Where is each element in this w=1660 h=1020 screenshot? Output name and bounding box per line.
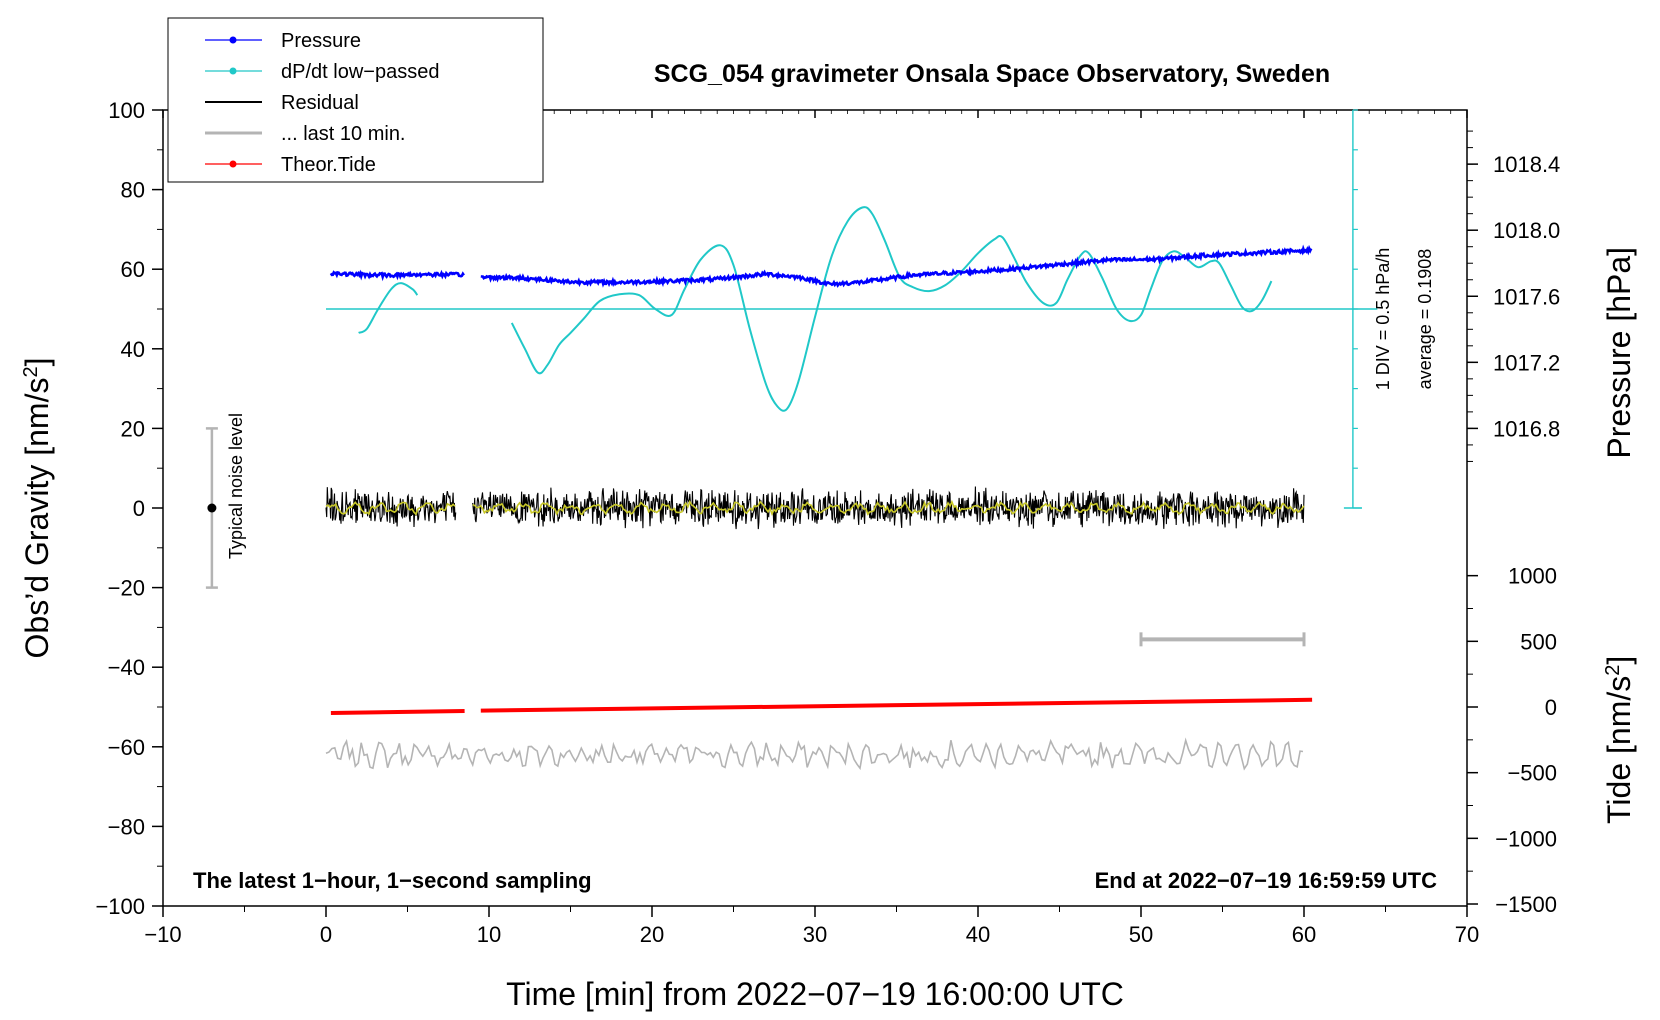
y-tick-label: 60 — [121, 257, 145, 282]
axes-layer: −10 0 10 20 30 40 50 60 70−100−80−60−40−20020406… — [95, 98, 1560, 947]
y-tick-label: −100 — [95, 894, 145, 919]
chart-title: SCG_054 gravimeter Onsala Space Observat… — [654, 60, 1330, 88]
x-tick-label: 50 — [1129, 922, 1153, 947]
y-tick-label: 80 — [121, 178, 145, 203]
tide-line — [480, 697, 1313, 713]
tide-line — [330, 709, 465, 715]
legend-item: dP/dt low−passed — [205, 61, 439, 83]
dpdt-scale-label: 1 DIV = 0.5 hPa/h — [1373, 248, 1393, 391]
pressure-line — [329, 269, 465, 282]
x-tick-label: 30 — [803, 922, 827, 947]
x-tick-label: 20 — [640, 922, 664, 947]
y-tick-label: −80 — [108, 814, 145, 839]
legend-item: ... last 10 min. — [205, 123, 406, 145]
y-axis-label-close: ] — [19, 358, 55, 367]
residual-smoothed-line — [472, 499, 1305, 517]
tide-tick-label: 1000 — [1508, 564, 1557, 589]
pressure-tick-label: 1017.6 — [1493, 284, 1560, 309]
pressure-axis-label: Pressure [hPa] — [1601, 247, 1637, 459]
noise-bar-point — [207, 503, 217, 513]
legend-item: Theor.Tide — [205, 154, 376, 176]
y-tick-label: −20 — [108, 576, 145, 601]
legend: Pressure dP/dt low−passed Residual ... last… — [167, 17, 544, 183]
tide-tick-label: −500 — [1507, 761, 1557, 786]
y-axis-label-sup: 2 — [20, 366, 42, 377]
legend-item: Residual — [205, 92, 359, 114]
y-tick-label: 20 — [121, 416, 145, 441]
dpdt-line — [510, 206, 1273, 412]
y-tick-label: 0 — [133, 496, 145, 521]
y-tick-label: 100 — [108, 98, 145, 123]
noise-level-indicator: Typical noise level — [205, 413, 246, 589]
pressure-tick-label: 1016.8 — [1493, 416, 1560, 441]
noise-level-label: Typical noise level — [226, 413, 246, 559]
x-tick-label: 0 — [320, 922, 332, 947]
x-tick-label: 10 — [477, 922, 501, 947]
y-tick-label: −60 — [108, 735, 145, 760]
sampling-note: The latest 1−hour, 1−second sampling — [193, 868, 592, 893]
legend-box — [167, 17, 544, 183]
end-time-note: End at 2022−07−19 16:59:59 UTC — [1095, 868, 1438, 893]
dpdt-line — [358, 282, 419, 334]
y-axis-label-main: Obs’d Gravity [nm/s — [19, 378, 55, 659]
legend-label: Residual — [281, 92, 359, 114]
residual-line — [325, 487, 457, 528]
legend-item: Pressure — [205, 30, 361, 52]
tide-tick-label: −1500 — [1495, 892, 1557, 917]
tide-axis-label: Tide [nm/s2] — [1601, 656, 1637, 824]
pressure-tick-label: 1018.0 — [1493, 218, 1560, 243]
dpdt-average-label: average = 0.1908 — [1415, 249, 1435, 390]
residual-offset-line — [325, 737, 1304, 771]
legend-label: ... last 10 min. — [281, 123, 406, 145]
tide-tick-label: −1000 — [1495, 826, 1557, 851]
legend-swatch-marker — [229, 67, 237, 75]
x-tick-label: 60 — [1292, 922, 1316, 947]
pressure-line — [480, 244, 1313, 288]
legend-swatch-marker — [229, 160, 237, 168]
dpdt-scale-indicator: 1 DIV = 0.5 hPa/h average = 0.1908 — [1343, 109, 1435, 509]
pressure-tick-label: 1017.2 — [1493, 350, 1560, 375]
tide-axis-label-main: Tide [nm/s — [1601, 676, 1637, 824]
y-tick-label: −40 — [108, 655, 145, 680]
legend-swatch-marker — [229, 36, 237, 44]
residual-smoothed-line — [325, 501, 456, 516]
tide-axis-label-sup: 2 — [1602, 665, 1624, 676]
x-axis-label: Time [min] from 2022−07−19 16:00:00 UTC — [506, 976, 1124, 1012]
tide-tick-label: 500 — [1520, 629, 1557, 654]
tide-tick-label: 0 — [1545, 695, 1557, 720]
y-tick-label: 40 — [121, 337, 145, 362]
x-tick-label: 70 — [1455, 922, 1479, 947]
y-axis-label: Obs’d Gravity [nm/s2] — [19, 358, 55, 659]
series-layer — [325, 206, 1378, 771]
legend-label: dP/dt low−passed — [281, 61, 439, 83]
pressure-tick-label: 1018.4 — [1493, 152, 1560, 177]
tide-axis-label-close: ] — [1601, 656, 1637, 665]
x-tick-label: −10 — [144, 922, 181, 947]
legend-label: Theor.Tide — [281, 154, 376, 176]
legend-label: Pressure — [281, 30, 361, 52]
x-tick-label: 40 — [966, 922, 990, 947]
